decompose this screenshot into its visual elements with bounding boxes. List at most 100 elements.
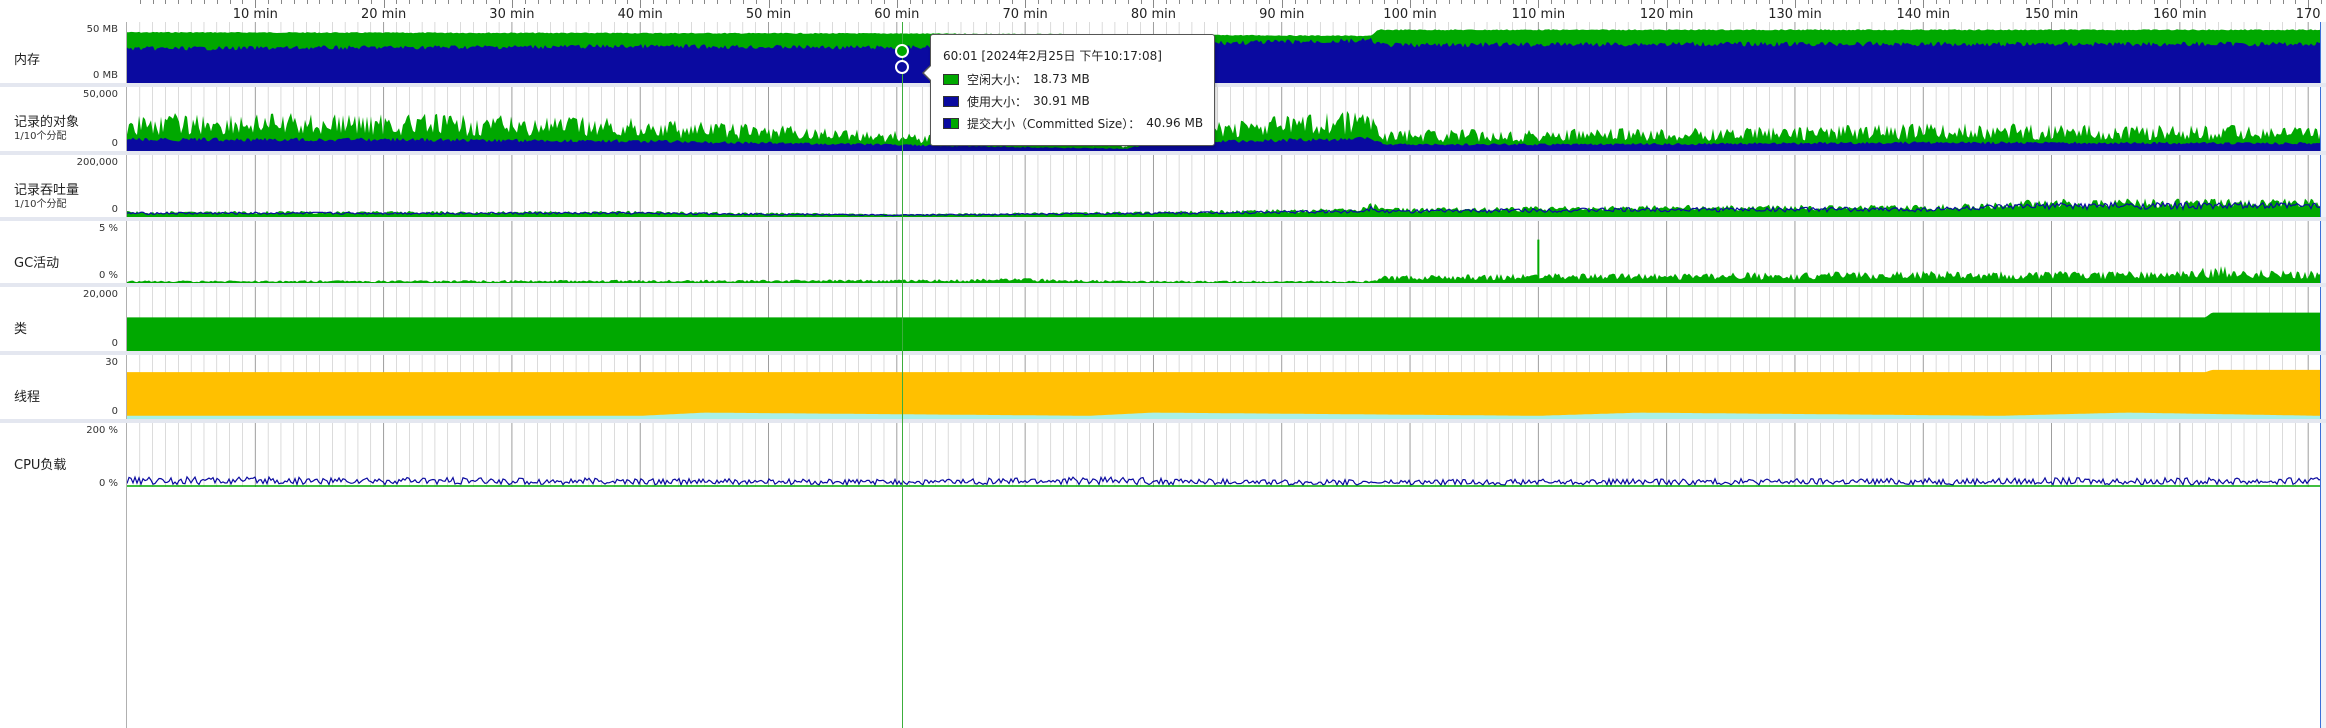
time-tick <box>1730 0 1732 4</box>
time-tick <box>1384 0 1386 4</box>
time-tick <box>640 0 642 8</box>
time-tick <box>2064 0 2066 4</box>
objects-chart[interactable] <box>127 87 2321 151</box>
time-tick-label: 70 min <box>1002 7 1048 22</box>
time-tick <box>1025 0 1027 8</box>
time-tick <box>1037 0 1039 4</box>
classes-chart[interactable] <box>127 287 2321 351</box>
time-tick <box>216 0 218 4</box>
time-tick <box>1538 0 1540 8</box>
time-cursor-line[interactable] <box>902 22 903 728</box>
memory-panel[interactable]: 内存 50 MB 0 MB <box>0 22 2326 87</box>
time-tick <box>781 0 783 4</box>
time-axis: 10 min 20 min 30 min 40 min 50 min 60 min 70 m… <box>0 0 2326 23</box>
time-tick <box>1576 0 1578 4</box>
scroll-edge <box>2320 287 2326 351</box>
gc-chart[interactable] <box>127 221 2321 283</box>
time-tick <box>396 0 398 4</box>
time-tick <box>1653 0 1655 4</box>
time-tick <box>1127 0 1129 4</box>
time-tick <box>550 0 552 4</box>
time-tick <box>1307 0 1309 4</box>
time-tick <box>601 0 603 4</box>
time-tick <box>1230 0 1232 4</box>
time-tick-label: 80 min <box>1130 7 1177 22</box>
time-tick <box>2179 0 2181 8</box>
time-tick <box>1974 0 1976 4</box>
y-min-label: 0 <box>111 406 118 417</box>
time-tick-label: 30 min <box>489 7 535 22</box>
time-tick <box>858 0 860 4</box>
time-tick <box>1525 0 1527 4</box>
memory-tooltip: 60:01 [2024年2月25日 下午10:17:08] 空闲大小： 18.7… <box>930 34 1215 146</box>
y-max-label: 200 % <box>86 425 118 436</box>
panel-title: 线程 <box>14 390 41 405</box>
throughput-panel[interactable]: 记录吞吐量 1/10个分配 200,000 0 <box>0 155 2326 221</box>
scroll-edge <box>2320 22 2326 83</box>
time-tick <box>1153 0 1155 8</box>
time-tick-label: 150 min <box>2024 7 2079 22</box>
threads-panel[interactable]: 线程 30 0 <box>0 355 2326 423</box>
time-tick <box>1961 0 1963 4</box>
y-max-label: 20,000 <box>83 289 118 300</box>
time-tick <box>152 0 154 4</box>
time-tick <box>1089 0 1091 4</box>
time-tick <box>986 0 988 4</box>
tooltip-row-used: 使用大小： 30.91 MB <box>943 93 1090 109</box>
time-tick <box>960 0 962 4</box>
y-min-label: 0 MB <box>92 70 118 81</box>
time-tick <box>614 0 616 4</box>
cpu-load-panel[interactable]: CPU负载 200 % 0 % <box>0 423 2326 728</box>
time-tick <box>2269 0 2271 4</box>
y-min-label: 0 <box>111 138 118 149</box>
recorded-objects-panel[interactable]: 记录的对象 1/10个分配 50,000 0 <box>0 87 2326 155</box>
memory-chart[interactable] <box>127 22 2321 83</box>
time-tick <box>2256 0 2258 4</box>
time-tick <box>909 0 911 4</box>
time-tick <box>1204 0 1206 4</box>
threads-chart[interactable] <box>127 355 2321 419</box>
free-size-marker <box>895 44 909 58</box>
y-max-label: 30 <box>105 357 118 368</box>
scroll-edge <box>2320 423 2326 728</box>
cpu-chart[interactable] <box>127 423 2321 728</box>
time-tick-label: 50 min <box>745 7 792 22</box>
panel-subtitle: 1/10个分配 <box>14 131 67 142</box>
time-tick <box>948 0 950 4</box>
time-tick <box>1217 0 1219 4</box>
time-tick <box>383 0 385 8</box>
classes-panel[interactable]: 类 20,000 0 <box>0 287 2326 355</box>
tooltip-value: 40.96 MB <box>1146 116 1204 130</box>
used-size-marker <box>895 60 909 74</box>
time-tick <box>447 0 449 4</box>
time-tick-label: 120 min <box>1639 7 1694 22</box>
y-min-label: 0 % <box>98 270 118 281</box>
threads-area <box>127 369 2321 419</box>
time-tick <box>2013 0 2015 4</box>
gc-activity-panel[interactable]: GC活动 5 % 0 % <box>0 221 2326 287</box>
throughput-chart[interactable] <box>127 155 2321 217</box>
time-tick <box>704 0 706 4</box>
time-tick <box>1063 0 1065 4</box>
time-tick <box>357 0 359 4</box>
time-tick <box>1256 0 1258 4</box>
time-tick <box>255 0 257 8</box>
time-tick <box>1743 0 1745 4</box>
time-tick <box>242 0 244 4</box>
time-tick <box>1807 0 1809 4</box>
time-tick-label: 40 min <box>617 7 663 22</box>
time-tick <box>434 0 436 4</box>
time-tick <box>1628 0 1630 4</box>
panel-title: 类 <box>14 322 28 337</box>
time-tick <box>499 0 501 4</box>
time-tick <box>1756 0 1758 4</box>
panel-title: CPU负载 <box>14 458 67 473</box>
time-tick <box>1448 0 1450 4</box>
time-tick <box>1050 0 1052 4</box>
time-tick <box>1512 0 1514 4</box>
time-tick <box>973 0 975 4</box>
time-tick <box>1666 0 1668 8</box>
time-tick <box>2308 0 2310 8</box>
time-tick <box>563 0 565 4</box>
time-tick <box>742 0 744 4</box>
